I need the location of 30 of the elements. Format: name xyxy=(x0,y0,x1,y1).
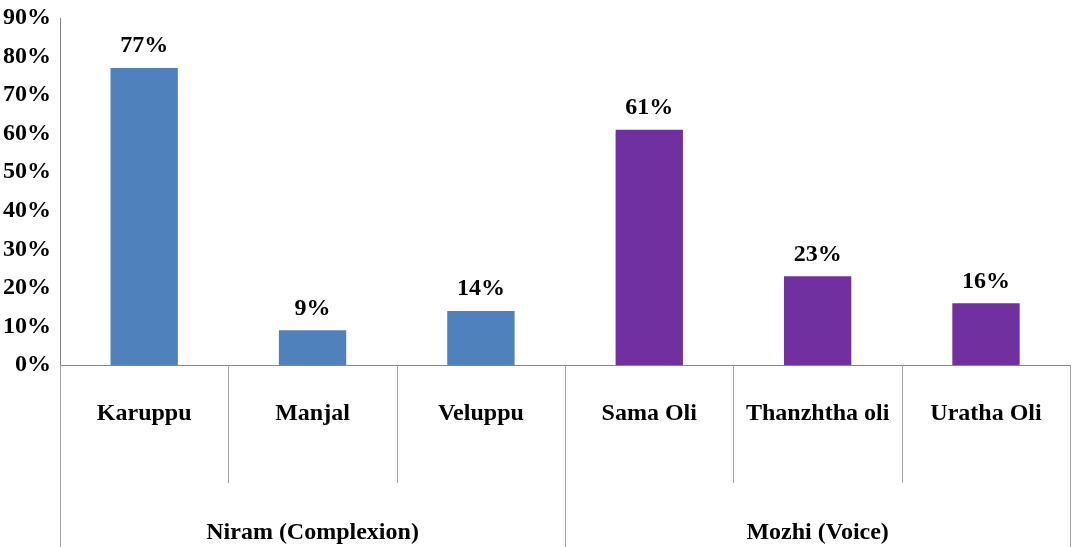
data-label: 23% xyxy=(793,239,842,266)
data-label: 61% xyxy=(625,93,674,120)
y-tick-label: 50% xyxy=(3,157,51,184)
text: Niram (Complexion) xyxy=(206,518,419,545)
x-tick-label: Veluppu xyxy=(437,398,524,425)
x-tick-label: Thanzhtha oli xyxy=(745,398,890,425)
y-tick-label: 10% xyxy=(3,311,51,338)
bar xyxy=(783,276,852,365)
y-tick-label: 20% xyxy=(3,273,51,300)
y-tick-label: 40% xyxy=(3,195,51,222)
bar xyxy=(615,129,683,365)
y-tick-label: 90% xyxy=(3,3,51,30)
x-tick-label: Karuppu xyxy=(96,398,192,425)
y-tick-label: 80% xyxy=(3,41,51,68)
data-label: 16% xyxy=(962,266,1010,293)
y-tick-label: 30% xyxy=(3,234,51,261)
bar xyxy=(952,303,1020,365)
y-tick-label: 70% xyxy=(3,80,51,107)
y-tick-label: 0% xyxy=(15,350,51,377)
data-label: 9% xyxy=(294,293,331,320)
y-tick-label: 60% xyxy=(3,118,51,145)
x-tick-label: Uratha Oli xyxy=(930,398,1042,425)
bar xyxy=(447,311,515,365)
data-label: 77% xyxy=(120,31,169,58)
x-tick-label: Sama Oli xyxy=(601,398,698,425)
data-label: 14% xyxy=(456,274,505,301)
bar xyxy=(278,330,347,365)
bar xyxy=(110,68,178,365)
x-tick-label: Manjal xyxy=(275,398,351,425)
text: Mozhi (Voice) xyxy=(746,518,889,545)
